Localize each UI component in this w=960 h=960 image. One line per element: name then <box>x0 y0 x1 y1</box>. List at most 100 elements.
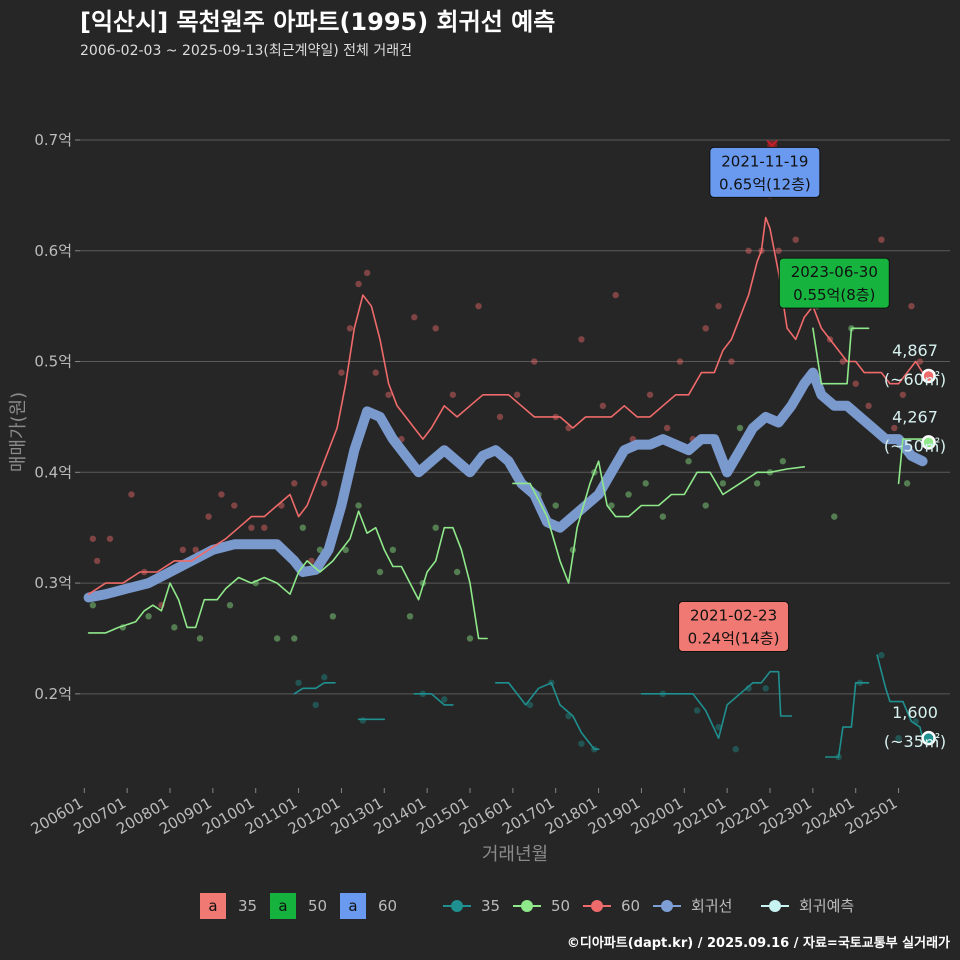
annotation-box <box>678 601 790 653</box>
legend-point-icon <box>521 900 533 912</box>
annotation-box <box>778 257 890 309</box>
scatter-point <box>599 402 607 410</box>
scatter-point <box>295 679 302 686</box>
scatter-point <box>578 740 585 747</box>
x-axis-label: 거래년월 <box>482 844 548 865</box>
scatter-point <box>625 491 632 498</box>
scatter-point <box>775 247 782 254</box>
scatter-point <box>719 480 727 487</box>
scatter-point <box>646 391 654 398</box>
series-line-regression <box>83 367 928 603</box>
scatter-point <box>321 674 328 681</box>
scatter-point <box>196 635 204 642</box>
y-tick-label: 0.4억 <box>34 463 72 481</box>
y-tick-label: 0.7억 <box>34 131 72 149</box>
legend-label: 회귀예측 <box>799 897 854 915</box>
scatter-point <box>891 424 898 432</box>
annotations: 2021-11-19 0.65억(12층) 2023-06-30 0.55억(8층) 2… <box>678 146 890 653</box>
scatter-point <box>432 325 439 332</box>
scatter-point <box>839 358 847 365</box>
scatter-point <box>145 613 152 620</box>
annotation-date: 2023-06-30 <box>791 263 878 281</box>
scatter-point <box>441 696 448 703</box>
scatter-point <box>312 701 319 709</box>
scatter-point <box>693 707 701 714</box>
scatter-point <box>342 546 349 554</box>
series-lines <box>83 139 928 758</box>
legend-label: 회귀선 <box>691 897 732 915</box>
legend-point-icon <box>451 900 463 912</box>
scatter-point <box>702 502 709 509</box>
forecast-point <box>921 368 936 384</box>
legend-label: 50 <box>551 897 570 915</box>
scatter-point <box>385 391 392 398</box>
legend-label: 35 <box>481 897 500 915</box>
y-tick-label: 0.5억 <box>34 353 72 371</box>
forecast-area: (~50㎡) <box>884 436 946 455</box>
scatter-point <box>355 280 362 288</box>
scatter-point <box>578 336 585 343</box>
legend-label: 50 <box>308 897 327 915</box>
series-line-35 <box>293 654 924 758</box>
scatter-point <box>329 613 337 620</box>
legend-point-icon <box>591 900 603 912</box>
scatter-point <box>376 568 384 576</box>
scatter-point <box>612 291 619 299</box>
scatter-points <box>89 192 924 761</box>
annotation-box <box>709 146 821 198</box>
scatter-point <box>248 524 255 531</box>
scatter-point <box>261 524 268 531</box>
scatter-point <box>642 480 649 487</box>
legend: a 35 a 50 a 60 35 50 60 회귀선 회귀예측 <box>200 893 854 919</box>
scatter-point <box>831 513 838 520</box>
scatter-point <box>363 269 371 277</box>
scatter-point <box>552 502 559 509</box>
scatter-point <box>496 413 504 421</box>
forecast-point <box>921 435 936 450</box>
scatter-point <box>702 325 709 332</box>
scatter-point <box>908 302 915 310</box>
annotation-price: 0.24억(14층) <box>688 630 780 648</box>
scatter-point <box>608 502 615 509</box>
scatter-point <box>171 624 178 631</box>
annotation-date: 2021-11-19 <box>721 152 808 170</box>
forecast-value: 4,267 <box>892 407 938 426</box>
scatter-point <box>728 358 735 365</box>
scatter-point <box>89 602 97 609</box>
scatter-point <box>903 480 911 487</box>
scatter-point <box>531 358 538 365</box>
scatter-point <box>916 358 924 365</box>
chart-title: [익산시] 목천원주 아파트(1995) 회귀선 예측 <box>80 8 555 36</box>
scatter-point <box>321 480 328 487</box>
scatter-point <box>745 685 752 692</box>
scatter-point <box>878 236 885 243</box>
scatter-point <box>526 701 534 709</box>
scatter-point <box>792 236 799 243</box>
y-tick-label: 0.3억 <box>34 574 72 592</box>
scatter-point <box>762 685 769 692</box>
y-axis-label: 매매가(원) <box>8 392 29 472</box>
scatter-point <box>406 613 414 620</box>
legend-key-box <box>270 893 296 919</box>
forecast-value: 1,600 <box>892 703 938 722</box>
scatter-point <box>432 524 439 531</box>
scatter-point <box>93 557 101 565</box>
scatter-point <box>338 369 345 376</box>
legend-label: 35 <box>238 897 257 915</box>
annotation-price: 0.65억(12층) <box>719 175 811 193</box>
legend-key-box <box>340 893 366 919</box>
annotation-price: 0.55억(8층) <box>793 286 875 304</box>
scatter-point <box>475 302 482 310</box>
forecast-area: (~60㎡) <box>884 370 946 389</box>
caption: ©디아파트(dapt.kr) / 2025.09.16 / 자료=국토교통부 실… <box>567 935 950 951</box>
scatter-point <box>389 546 397 554</box>
forecast-value: 4,867 <box>892 341 938 360</box>
scatter-point <box>291 480 298 487</box>
legend-key-letter: a <box>348 897 357 915</box>
scatter-point <box>715 723 722 731</box>
scatter-point <box>852 380 859 387</box>
scatter-point <box>359 717 367 724</box>
scatter-point <box>273 635 281 642</box>
scatter-point <box>453 568 461 576</box>
